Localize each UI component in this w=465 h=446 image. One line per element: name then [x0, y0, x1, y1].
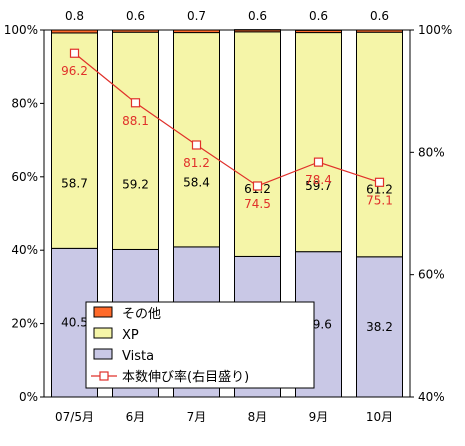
bar-segment — [51, 32, 98, 249]
bar-segment — [234, 31, 281, 257]
growth-rate-label: 78.4 — [305, 173, 332, 187]
axes: 0% 20% 40% 60% 80% 100% 40% 60% 80% 100% 07/5月 6月 7月… — [4, 23, 453, 424]
growth-rate-marker — [313, 157, 324, 167]
left-tick-label: 40% — [11, 243, 38, 257]
right-tick-label: 60% — [418, 268, 445, 282]
category-label: 6月 — [126, 410, 146, 424]
left-tick-label: 60% — [11, 170, 38, 184]
bar-segment — [173, 32, 220, 248]
xp-value-label: 59.2 — [122, 177, 149, 191]
other-value-label: 0.6 — [126, 9, 145, 23]
left-tick-label: 100% — [4, 23, 38, 37]
bar-segment — [295, 29, 342, 34]
left-tick-label: 80% — [11, 96, 38, 110]
legend-box — [85, 301, 315, 389]
category-label: 10月 — [366, 410, 393, 424]
left-tick-label: 20% — [11, 317, 38, 331]
growth-rate-marker — [252, 181, 263, 191]
growth-rate-label: 74.5 — [244, 197, 271, 211]
bar-segment — [112, 31, 159, 250]
growth-rate-label: 88.1 — [122, 114, 149, 128]
growth-rate-polyline — [74, 52, 380, 187]
other-value-label: 0.7 — [187, 9, 206, 23]
legend-swatch — [93, 306, 113, 318]
bar-segment — [356, 256, 403, 398]
growth-rate-marker — [130, 98, 141, 108]
vista-value-label: 40.5 — [61, 316, 88, 330]
left-tick-label: 0% — [19, 390, 38, 404]
right-tick-label: 40% — [418, 390, 445, 404]
category-label: 9月 — [309, 410, 329, 424]
legend-label: XP — [122, 328, 139, 343]
xp-value-label: 61.2 — [366, 182, 393, 196]
right-tick-label: 100% — [418, 23, 452, 37]
legend-swatch — [93, 327, 113, 339]
xp-value-label: 58.7 — [61, 177, 88, 191]
legend-swatch — [93, 348, 113, 360]
legend: その他 XP Vista 本数伸び率(右目盛り) — [85, 301, 315, 389]
category-label: 7月 — [187, 410, 207, 424]
right-tick-label: 80% — [418, 145, 445, 159]
other-value-label: 0.6 — [370, 9, 389, 23]
bar-segment — [295, 32, 342, 253]
other-value-label: 0.6 — [309, 9, 328, 23]
legend-label: Vista — [122, 349, 154, 364]
vista-value-label: 38.2 — [366, 320, 393, 334]
growth-rate-label: 96.2 — [61, 64, 88, 78]
segment-labels: 40.558.70.840.259.20.640.958.40.738.361.… — [61, 9, 393, 334]
growth-rate-line: 96.2 88.1 81.2 74.5 78.4 75.1 — [61, 48, 393, 211]
legend-label: 本数伸び率(右目盛り) — [122, 369, 249, 385]
category-label: 07/5月 — [55, 410, 94, 424]
category-label: 8月 — [248, 410, 268, 424]
growth-rate-marker — [69, 48, 80, 58]
other-value-label: 0.6 — [248, 9, 267, 23]
other-value-label: 0.8 — [65, 9, 84, 23]
legend-line-marker — [99, 371, 109, 381]
growth-rate-label: 81.2 — [183, 156, 210, 170]
bar-segment — [356, 31, 403, 258]
growth-rate-marker — [191, 140, 202, 150]
xp-value-label: 59.7 — [305, 179, 332, 193]
xp-value-label: 58.4 — [183, 176, 210, 190]
legend-label: その他 — [122, 307, 161, 322]
growth-rate-marker — [374, 177, 385, 187]
growth-rate-label: 75.1 — [366, 193, 393, 207]
plot-frame — [43, 29, 411, 398]
